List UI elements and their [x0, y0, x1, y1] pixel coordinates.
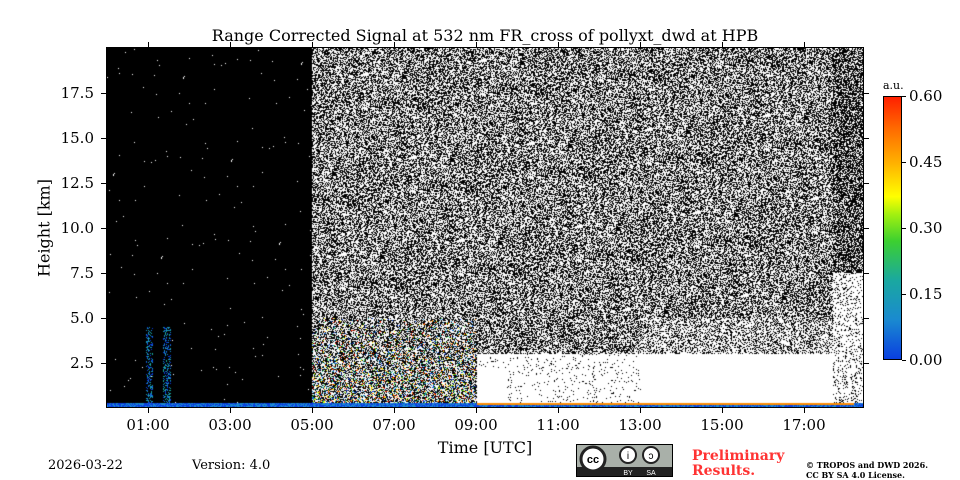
cc-license-badge: cc i ↄ BY SA	[576, 444, 673, 477]
y-tick-label: 17.5	[60, 84, 94, 102]
colorbar-tick	[902, 228, 906, 229]
cc-logo-icon: cc i ↄ BY SA	[577, 445, 672, 477]
x-tick-top	[722, 42, 723, 47]
svg-text:i: i	[627, 451, 629, 462]
x-tick-label: 13:00	[618, 416, 662, 434]
x-tick	[558, 408, 559, 413]
y-tick-label: 15.0	[60, 129, 94, 147]
date-label: 2026-03-22	[48, 458, 123, 473]
svg-text:BY: BY	[623, 470, 633, 476]
colorbar-tick-label: 0.60	[909, 87, 943, 105]
x-axis-label: Time [UTC]	[437, 438, 533, 457]
x-tick-label: 01:00	[126, 416, 170, 434]
y-tick-right	[864, 93, 869, 94]
colorbar-tick-label: 0.45	[909, 153, 943, 171]
x-tick-top	[558, 42, 559, 47]
x-tick-label: 11:00	[536, 416, 580, 434]
x-tick-label: 05:00	[290, 416, 334, 434]
x-tick	[722, 408, 723, 413]
y-tick-right	[864, 228, 869, 229]
x-tick-label: 09:00	[454, 416, 498, 434]
y-tick-right	[864, 363, 869, 364]
y-tick-label: 2.5	[70, 354, 94, 372]
x-tick	[640, 408, 641, 413]
heatmap-canvas	[107, 48, 863, 407]
y-tick-label: 12.5	[60, 174, 94, 192]
x-tick-top	[312, 42, 313, 47]
y-tick	[101, 138, 106, 139]
colorbar-tick	[902, 360, 906, 361]
colorbar-tick	[902, 96, 906, 97]
y-tick	[101, 363, 106, 364]
colorbar-tick	[902, 162, 906, 163]
x-tick	[476, 408, 477, 413]
x-tick-top	[640, 42, 641, 47]
y-tick-right	[864, 273, 869, 274]
x-tick-label: 15:00	[700, 416, 744, 434]
x-tick	[312, 408, 313, 413]
y-tick-label: 5.0	[70, 309, 94, 327]
colorbar-unit: a.u.	[883, 79, 904, 92]
copyright-note: © TROPOS and DWD 2026. CC BY SA 4.0 Licen…	[806, 460, 928, 480]
colorbar-tick	[902, 294, 906, 295]
y-tick	[101, 318, 106, 319]
x-tick	[804, 408, 805, 413]
x-tick-top	[148, 42, 149, 47]
colorbar	[883, 96, 902, 360]
colorbar-tick-label: 0.30	[909, 219, 943, 237]
y-tick	[101, 273, 106, 274]
y-tick-label: 7.5	[70, 264, 94, 282]
y-tick-label: 10.0	[60, 219, 94, 237]
plot-area	[106, 47, 864, 408]
chart-title: Range Corrected Signal at 532 nm FR_cros…	[211, 26, 759, 45]
x-tick-top	[476, 42, 477, 47]
preliminary-note: Preliminary Results.	[692, 448, 785, 479]
colorbar-tick-label: 0.00	[909, 351, 943, 369]
y-tick-right	[864, 138, 869, 139]
x-tick-top	[230, 42, 231, 47]
x-tick-top	[394, 42, 395, 47]
x-tick	[148, 408, 149, 413]
svg-text:cc: cc	[587, 454, 599, 466]
x-tick-label: 03:00	[208, 416, 252, 434]
y-tick	[101, 228, 106, 229]
y-tick	[101, 93, 106, 94]
svg-text:ↄ: ↄ	[649, 451, 654, 462]
x-tick-label: 17:00	[782, 416, 826, 434]
y-tick-right	[864, 183, 869, 184]
svg-text:SA: SA	[646, 470, 656, 476]
x-tick-label: 07:00	[372, 416, 416, 434]
y-axis-label: Height [km]	[34, 179, 54, 277]
version-label: Version: 4.0	[192, 458, 271, 473]
x-tick-top	[804, 42, 805, 47]
x-tick	[394, 408, 395, 413]
y-tick-right	[864, 318, 869, 319]
colorbar-tick-label: 0.15	[909, 285, 943, 303]
x-tick	[230, 408, 231, 413]
y-tick	[101, 183, 106, 184]
